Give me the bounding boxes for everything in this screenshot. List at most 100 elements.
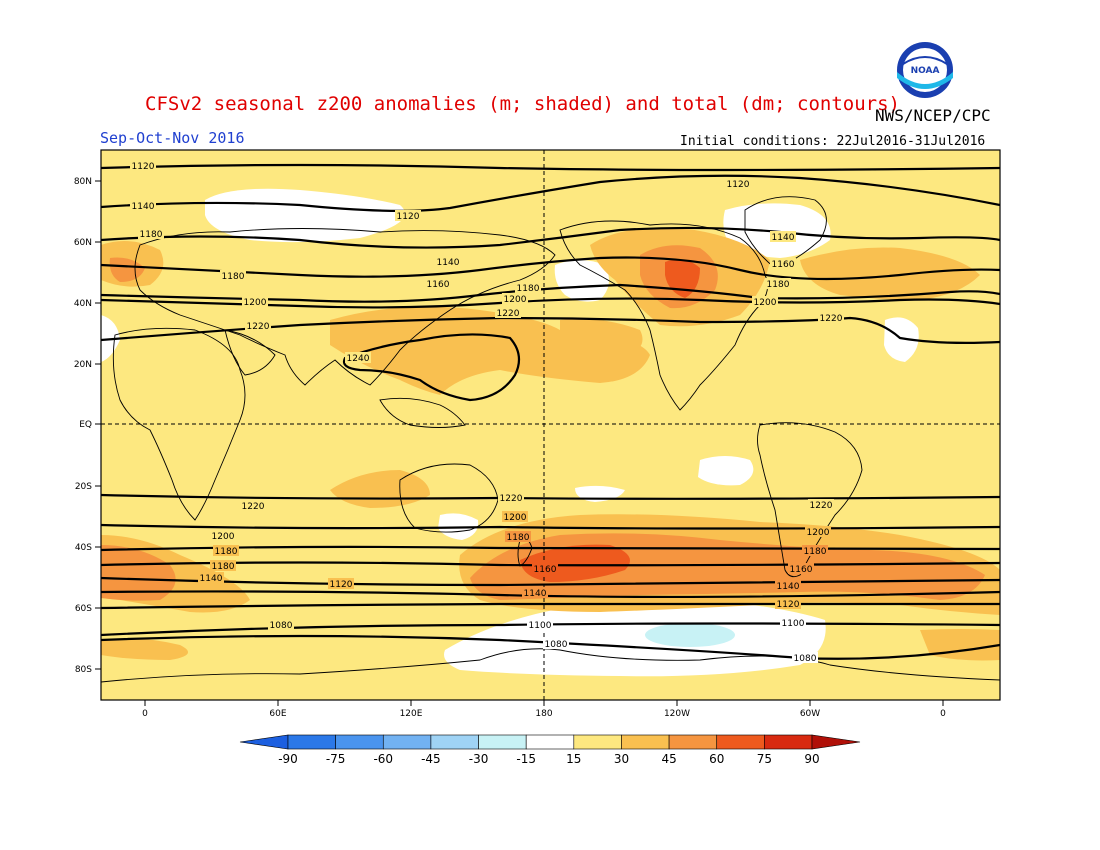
contour-label: 1140 <box>435 256 461 268</box>
colorbar-label: -45 <box>421 752 441 766</box>
svg-text:1180: 1180 <box>222 272 245 282</box>
svg-text:1120: 1120 <box>777 600 800 610</box>
contour-label: 1220 <box>498 492 524 504</box>
colorbar-box <box>382 734 432 750</box>
svg-text:40S: 40S <box>75 543 92 553</box>
svg-text:0: 0 <box>142 709 148 719</box>
colorbar-label: -30 <box>469 752 489 766</box>
svg-text:1120: 1120 <box>727 180 750 190</box>
contour-label: 1200 <box>752 296 778 308</box>
contour-label: 1080 <box>543 638 569 650</box>
contour-label: 1220 <box>818 312 844 324</box>
map-area: 1120 1120 1120 1140 1140 1140 1180 1180 … <box>101 150 1000 700</box>
contour-label: 1200 <box>805 526 831 538</box>
contour-label: 1160 <box>770 258 796 270</box>
contour-label: 1240 <box>345 352 371 364</box>
svg-text:1160: 1160 <box>790 565 813 575</box>
logo-text: NOAA <box>911 66 940 76</box>
contour-label: 1220 <box>495 307 521 319</box>
colorbar-label: 60 <box>709 752 724 766</box>
contour-label: 1160 <box>425 278 451 290</box>
colorbar-box <box>287 734 336 750</box>
svg-text:80N: 80N <box>74 177 92 187</box>
lon-tick: 180 <box>535 700 553 719</box>
contour-label: 1180 <box>505 531 531 543</box>
lat-tick: 20N <box>74 360 101 370</box>
colorbar-label: -60 <box>373 752 393 766</box>
contour-label: 1140 <box>198 572 224 584</box>
contour-label: 1120 <box>775 598 801 610</box>
lon-tick: 0 <box>142 700 148 719</box>
svg-text:1220: 1220 <box>810 501 833 511</box>
svg-text:1220: 1220 <box>820 314 843 324</box>
lat-tick: 20S <box>75 482 101 492</box>
svg-text:1180: 1180 <box>140 230 163 240</box>
colorbar: -90 -75 -60 -45 -30 -15 15 30 45 60 75 90 <box>239 734 861 766</box>
lat-tick: 80S <box>75 665 101 675</box>
contour-label: 1200 <box>502 293 528 305</box>
colorbar-box <box>621 734 670 750</box>
colorbar-label: 15 <box>566 752 581 766</box>
contour-label: 1200 <box>242 296 268 308</box>
svg-text:1200: 1200 <box>504 513 527 523</box>
contour-label: 1180 <box>213 545 239 557</box>
contour-label: 1200 <box>210 530 236 542</box>
colorbar-box <box>478 734 527 750</box>
neutral-anomaly-regions <box>101 188 919 677</box>
svg-text:1200: 1200 <box>504 295 527 305</box>
svg-text:1120: 1120 <box>330 580 353 590</box>
colorbar-label: -75 <box>326 752 346 766</box>
contour-label: 1160 <box>532 563 558 575</box>
colorbar-label: -90 <box>278 752 298 766</box>
contour-label: 1200 <box>502 511 528 523</box>
contour-label: 1180 <box>220 270 246 282</box>
colorbar-label: 45 <box>661 752 676 766</box>
svg-text:1140: 1140 <box>777 582 800 592</box>
contour-label: 1140 <box>770 231 796 243</box>
svg-text:1080: 1080 <box>794 654 817 664</box>
lat-tick: 60N <box>74 238 101 248</box>
svg-text:1100: 1100 <box>529 621 552 631</box>
svg-text:1180: 1180 <box>767 280 790 290</box>
svg-text:1180: 1180 <box>804 547 827 557</box>
svg-text:1080: 1080 <box>270 621 293 631</box>
lon-tick: 60W <box>800 700 820 719</box>
lat-tick: 40S <box>75 543 101 553</box>
lat-tick: 60S <box>75 604 101 614</box>
contour-label: 1120 <box>130 160 156 172</box>
contour-label: 1120 <box>395 210 421 222</box>
colorbar-box <box>335 734 384 750</box>
colorbar-box <box>764 734 813 750</box>
contour-labels: 1120 1120 1120 1140 1140 1140 1180 1180 … <box>130 160 844 664</box>
colorbar-box <box>430 734 479 750</box>
svg-text:80S: 80S <box>75 665 92 675</box>
colorbar-low-arrow <box>239 734 289 750</box>
svg-text:1200: 1200 <box>212 532 235 542</box>
colorbar-label: -15 <box>516 752 536 766</box>
contour-label: 1080 <box>268 619 294 631</box>
lon-tick: 60E <box>269 700 287 719</box>
svg-text:180: 180 <box>535 709 552 719</box>
lat-tick: 40N <box>74 299 101 309</box>
initial-conditions-label: Initial conditions: 22Jul2016-31Jul2016 <box>680 134 985 149</box>
colorbar-label: 30 <box>614 752 629 766</box>
contour-label: 1220 <box>808 499 834 511</box>
negative-anomaly-region <box>645 623 735 647</box>
svg-text:1220: 1220 <box>247 322 270 332</box>
colorbar-box <box>668 734 718 750</box>
height-contours <box>101 163 1000 660</box>
map-frame <box>100 149 1001 701</box>
svg-text:1220: 1220 <box>242 502 265 512</box>
svg-text:1220: 1220 <box>497 309 520 319</box>
contour-label: 1180 <box>210 560 236 572</box>
contour-label: 1120 <box>328 578 354 590</box>
contour-label: 1140 <box>522 587 548 599</box>
svg-text:1180: 1180 <box>507 533 530 543</box>
contour-label: 1180 <box>138 228 164 240</box>
contour-label: 1180 <box>515 282 541 294</box>
svg-text:40N: 40N <box>74 299 92 309</box>
latitude-axis: 80N 60N 40N 20N EQ 20S 40S 60S 80S <box>74 177 101 675</box>
svg-text:1180: 1180 <box>517 284 540 294</box>
contour-label: 1100 <box>780 617 806 629</box>
